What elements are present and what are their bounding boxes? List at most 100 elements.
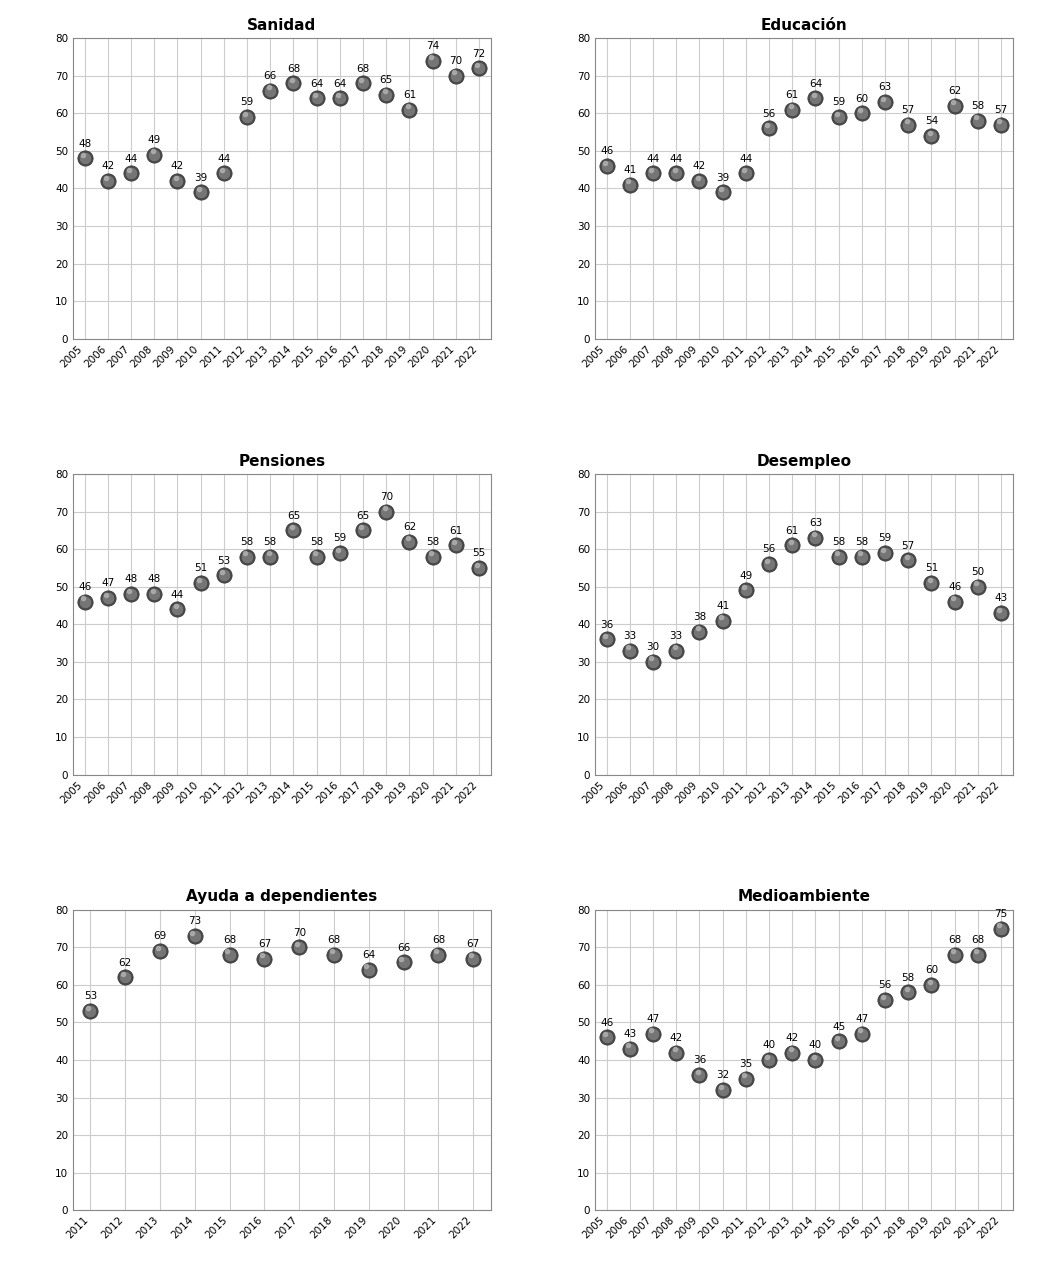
Text: 41: 41 (716, 601, 730, 610)
Text: 58: 58 (902, 972, 915, 982)
Text: 48: 48 (147, 575, 161, 585)
Text: 40: 40 (809, 1041, 822, 1050)
Text: 46: 46 (600, 147, 613, 157)
Text: 33: 33 (669, 631, 683, 641)
Text: 62: 62 (119, 958, 132, 968)
Text: 51: 51 (925, 563, 939, 573)
Text: 50: 50 (971, 567, 984, 577)
Text: 68: 68 (328, 935, 340, 945)
Text: 65: 65 (356, 511, 370, 521)
Text: 56: 56 (878, 980, 892, 990)
Text: 44: 44 (171, 590, 184, 600)
Text: 49: 49 (147, 135, 161, 145)
Text: 43: 43 (623, 1029, 637, 1040)
Text: 65: 65 (380, 75, 393, 85)
Text: 30: 30 (646, 642, 660, 652)
Text: 56: 56 (762, 544, 776, 554)
Text: 44: 44 (669, 154, 683, 164)
Text: 38: 38 (693, 612, 706, 622)
Text: 68: 68 (432, 935, 445, 945)
Text: 69: 69 (153, 931, 167, 941)
Title: Medioambiente: Medioambiente (737, 889, 871, 905)
Title: Sanidad: Sanidad (247, 18, 316, 33)
Text: 61: 61 (449, 526, 462, 535)
Text: 47: 47 (855, 1014, 869, 1024)
Text: 44: 44 (217, 154, 231, 164)
Text: 51: 51 (194, 563, 208, 573)
Title: Pensiones: Pensiones (238, 454, 326, 469)
Text: 68: 68 (356, 64, 370, 74)
Text: 48: 48 (78, 139, 91, 149)
Text: 62: 62 (403, 522, 417, 531)
Text: 72: 72 (473, 48, 485, 59)
Text: 47: 47 (646, 1014, 660, 1024)
Text: 43: 43 (995, 594, 1007, 604)
Text: 58: 58 (426, 536, 440, 547)
Text: 64: 64 (310, 79, 324, 89)
Text: 64: 64 (333, 79, 347, 89)
Text: 66: 66 (264, 71, 277, 82)
Text: 58: 58 (264, 536, 277, 547)
Text: 70: 70 (380, 492, 393, 502)
Text: 45: 45 (832, 1022, 846, 1032)
Text: 68: 68 (971, 935, 984, 945)
Text: 56: 56 (762, 108, 776, 118)
Text: 68: 68 (287, 64, 300, 74)
Text: 39: 39 (716, 172, 730, 182)
Text: 68: 68 (223, 935, 236, 945)
Text: 53: 53 (217, 555, 231, 566)
Text: 65: 65 (287, 511, 300, 521)
Text: 66: 66 (397, 943, 410, 953)
Text: 41: 41 (623, 166, 637, 175)
Text: 36: 36 (600, 619, 613, 629)
Text: 55: 55 (473, 548, 485, 558)
Text: 42: 42 (171, 162, 184, 171)
Text: 36: 36 (693, 1055, 706, 1065)
Text: 42: 42 (669, 1033, 683, 1043)
Text: 33: 33 (623, 631, 637, 641)
Text: 58: 58 (832, 536, 846, 547)
Title: Educación: Educación (760, 18, 848, 33)
Text: 67: 67 (467, 939, 480, 949)
Title: Ayuda a dependientes: Ayuda a dependientes (186, 889, 378, 905)
Text: 59: 59 (240, 97, 254, 107)
Text: 44: 44 (646, 154, 660, 164)
Text: 61: 61 (403, 90, 417, 99)
Text: 58: 58 (240, 536, 254, 547)
Text: 44: 44 (739, 154, 753, 164)
Text: 61: 61 (786, 526, 799, 535)
Text: 57: 57 (902, 540, 915, 550)
Text: 64: 64 (362, 950, 376, 961)
Text: 57: 57 (902, 104, 915, 115)
Text: 35: 35 (739, 1059, 753, 1069)
Text: 39: 39 (194, 172, 208, 182)
Text: 60: 60 (925, 966, 939, 975)
Text: 47: 47 (101, 578, 115, 589)
Text: 75: 75 (995, 908, 1007, 919)
Text: 73: 73 (188, 916, 201, 926)
Text: 59: 59 (878, 533, 892, 543)
Text: 74: 74 (426, 41, 440, 51)
Text: 64: 64 (809, 79, 822, 89)
Text: 58: 58 (855, 536, 869, 547)
Text: 68: 68 (948, 935, 962, 945)
Text: 60: 60 (855, 93, 869, 103)
Text: 58: 58 (971, 101, 984, 111)
Text: 44: 44 (124, 154, 138, 164)
Text: 46: 46 (948, 582, 962, 592)
Text: 32: 32 (716, 1070, 730, 1080)
Text: 48: 48 (124, 575, 138, 585)
Text: 42: 42 (693, 162, 706, 171)
Text: 62: 62 (948, 87, 962, 96)
Text: 61: 61 (786, 90, 799, 99)
Text: 70: 70 (449, 56, 462, 66)
Text: 49: 49 (739, 571, 753, 581)
Text: 53: 53 (84, 991, 97, 1001)
Text: 63: 63 (878, 83, 892, 92)
Text: 59: 59 (333, 533, 347, 543)
Text: 42: 42 (786, 1033, 799, 1043)
Text: 46: 46 (78, 582, 91, 592)
Text: 54: 54 (925, 116, 939, 126)
Text: 46: 46 (600, 1018, 613, 1028)
Text: 42: 42 (101, 162, 115, 171)
